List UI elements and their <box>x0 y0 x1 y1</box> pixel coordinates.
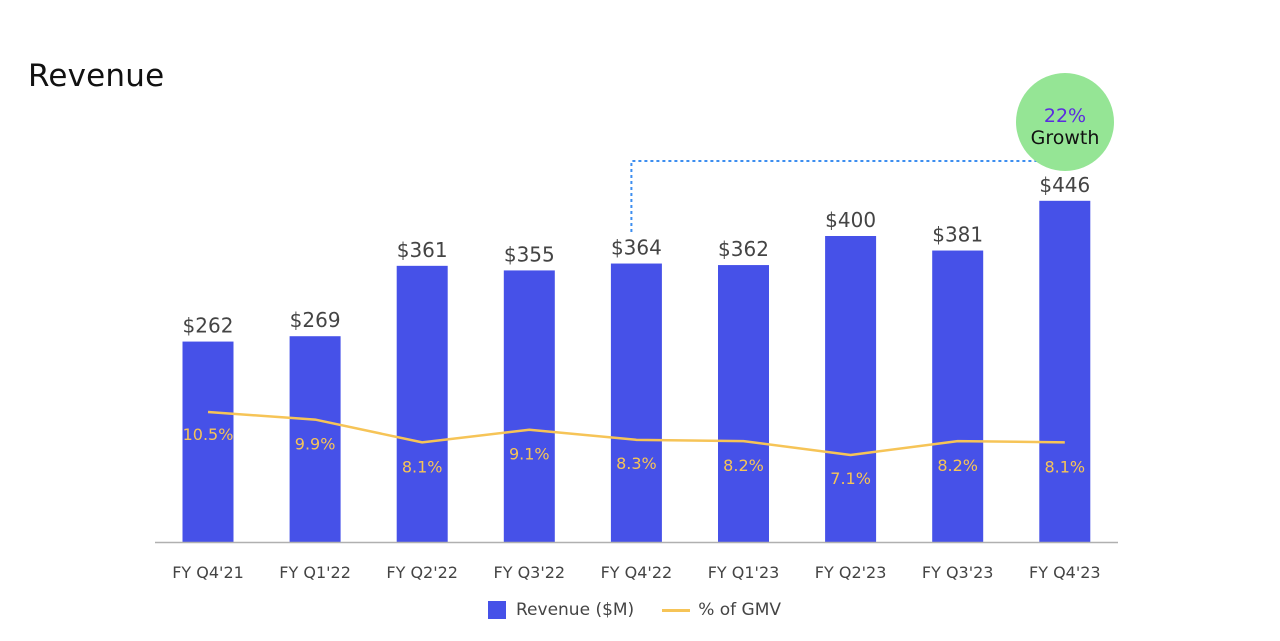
x-axis-tick-label: FY Q1'22 <box>279 563 351 582</box>
x-axis-tick-label: FY Q2'22 <box>386 563 458 582</box>
bar-value-label: $361 <box>397 238 448 262</box>
growth-connector <box>630 160 1040 232</box>
legend-revenue-label: Revenue ($M) <box>516 600 635 620</box>
revenue-bar <box>610 263 662 542</box>
gmv-percent-label: 8.2% <box>723 456 764 475</box>
bar-value-label: $362 <box>718 237 769 261</box>
revenue-bar <box>396 265 448 542</box>
gmv-percent-label: 8.1% <box>1044 457 1085 476</box>
legend: Revenue ($M) % of GMV <box>488 600 781 620</box>
chart-title: Revenue <box>28 58 165 94</box>
growth-bubble <box>1016 73 1114 171</box>
revenue-bar <box>825 236 877 542</box>
gmv-percent-label: 8.1% <box>402 457 443 476</box>
gmv-percent-label: 8.2% <box>937 456 978 475</box>
growth-percent: 22% <box>1044 105 1086 127</box>
bar-value-label: $262 <box>183 314 234 338</box>
gmv-percent-label: 7.1% <box>830 469 871 488</box>
revenue-bar <box>718 265 769 542</box>
gmv-line <box>207 410 1065 457</box>
x-axis-tick-label: FY Q4'23 <box>1029 563 1101 582</box>
bar-value-label: $400 <box>825 208 876 232</box>
gmv-percent-label: 10.5% <box>183 425 234 444</box>
revenue-bar <box>1039 200 1091 542</box>
bar-value-label: $269 <box>290 308 341 332</box>
revenue-bar <box>503 270 555 542</box>
bar-value-label: $355 <box>504 242 555 266</box>
legend-gmv-label: % of GMV <box>698 600 782 620</box>
legend-line-swatch <box>662 608 691 612</box>
gmv-percent-label: 9.9% <box>295 435 336 454</box>
bar-value-label: $446 <box>1039 173 1090 197</box>
bar-value-label: $364 <box>611 236 662 260</box>
x-axis-tick-label: FY Q2'23 <box>815 563 887 582</box>
revenue-bar <box>932 250 984 542</box>
x-axis-tick-label: FY Q4'22 <box>601 563 673 582</box>
revenue-bar <box>289 336 341 542</box>
growth-label: Growth <box>1031 127 1100 149</box>
gmv-percent-label: 9.1% <box>509 445 550 464</box>
revenue-bar <box>182 341 234 542</box>
gmv-percent-label: 8.3% <box>616 454 657 473</box>
x-axis-tick-label: FY Q4'21 <box>172 563 244 582</box>
x-axis-tick-label: FY Q3'23 <box>922 563 994 582</box>
x-axis-tick-label: FY Q1'23 <box>708 563 780 582</box>
legend-bar-swatch <box>488 601 506 619</box>
x-axis-tick-label: FY Q3'22 <box>494 563 566 582</box>
bar-value-label: $381 <box>932 223 983 247</box>
